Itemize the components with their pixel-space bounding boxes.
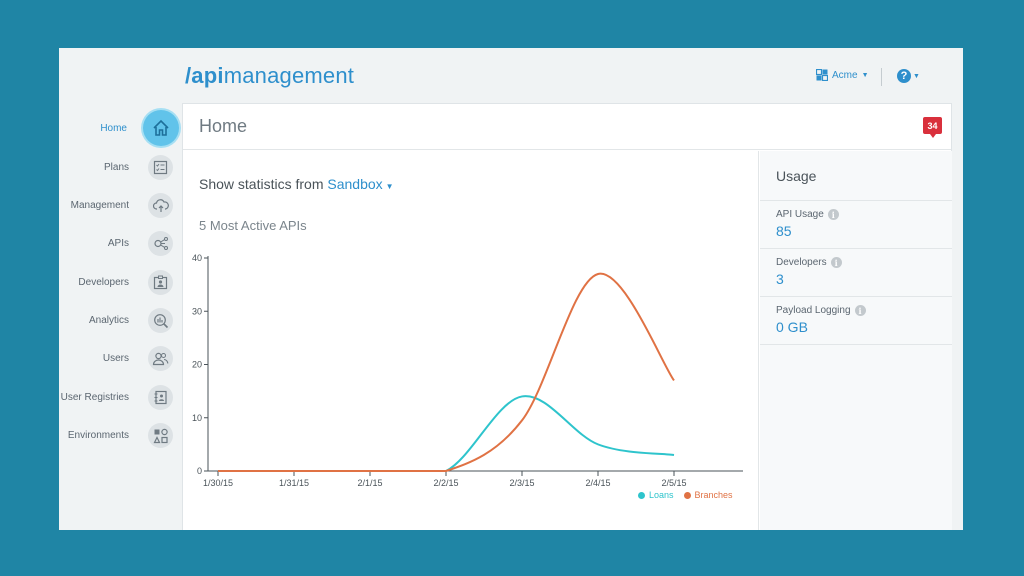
analytics-icon [148, 308, 173, 333]
metric-label: Payload Logging i [776, 305, 952, 316]
caret-down-icon: ▼ [385, 182, 394, 191]
legend-item-branches[interactable]: Branches [683, 490, 733, 500]
metric-api-usage: API Usage i 85 [760, 201, 952, 249]
sidebar-item-label: Analytics [88, 314, 129, 326]
statistics-section: Show statistics from Sandbox ▼ 5 Most Act… [183, 151, 759, 530]
sidebar-item-management[interactable]: Management [59, 190, 177, 220]
page-header: Home 34 [183, 104, 951, 150]
statistics-prefix: Show statistics from [199, 176, 324, 192]
y-tick-label: 20 [192, 360, 202, 370]
sidebar-item-home[interactable]: Home [59, 110, 179, 146]
legend-label-loans: Loans [649, 490, 674, 500]
app-logo[interactable]: /apimanagement [185, 63, 354, 89]
header-divider [881, 68, 882, 86]
org-name: Acme [832, 69, 858, 81]
sidebar-item-users[interactable]: Users [59, 343, 177, 373]
usage-title: Usage [760, 151, 952, 201]
main-panel: Home 34 Show statistics from Sandbox ▼ 5 … [182, 103, 952, 530]
help-button[interactable]: ? ▼ [897, 69, 920, 83]
checklist-icon [148, 155, 173, 180]
sidebar-item-environments[interactable]: Environments [59, 420, 177, 450]
y-tick-label: 10 [192, 413, 202, 423]
sidebar-item-label: Management [70, 199, 129, 211]
chart-legend: Loans Branches [638, 490, 733, 500]
metric-label-text: API Usage [776, 209, 824, 220]
address-book-icon [148, 385, 173, 410]
id-badge-icon [148, 270, 173, 295]
sidebar-item-label: Home [100, 122, 127, 134]
sidebar-item-user-registries[interactable]: User Registries [59, 382, 177, 412]
sidebar-item-developers[interactable]: Developers [59, 267, 177, 297]
x-tick-label: 1/30/15 [203, 478, 233, 488]
sidebar-item-label: Developers [78, 276, 129, 288]
metric-label: API Usage i [776, 209, 952, 220]
metric-value[interactable]: 0 GB [776, 319, 808, 335]
x-tick-label: 2/3/15 [509, 478, 534, 488]
statistics-filter: Show statistics from Sandbox ▼ [199, 176, 394, 192]
metric-payload-logging: Payload Logging i 0 GB [760, 297, 952, 345]
legend-dot-branches [683, 491, 691, 499]
legend-item-loans[interactable]: Loans [638, 490, 674, 500]
sidebar-item-label: APIs [107, 237, 129, 249]
environment-dropdown[interactable]: Sandbox ▼ [327, 176, 393, 192]
line-chart: 0 10 20 30 40 1/30/15 1/31/15 2/1/15 2/2/15 2/3/1… [192, 253, 743, 488]
help-icon: ? [897, 69, 911, 83]
logo-suffix: management [223, 63, 355, 88]
cloud-upload-icon [148, 193, 173, 218]
sidebar-item-label: User Registries [60, 391, 129, 403]
y-tick-label: 30 [192, 306, 202, 316]
sidebar-item-label: Plans [103, 161, 129, 173]
environment-name: Sandbox [327, 176, 383, 192]
sidebar-item-plans[interactable]: Plans [59, 152, 177, 182]
x-tick-label: 2/1/15 [357, 478, 382, 488]
users-icon [148, 346, 173, 371]
org-switcher[interactable]: Acme ▼ [816, 69, 869, 81]
metric-value[interactable]: 85 [776, 223, 792, 239]
org-icon [816, 69, 828, 81]
sidebar-item-analytics[interactable]: Analytics [59, 305, 177, 335]
caret-down-icon: ▼ [913, 72, 920, 80]
y-tick-label: 0 [197, 466, 202, 476]
series-line-branches [218, 272, 675, 472]
x-tick-label: 2/2/15 [433, 478, 458, 488]
x-tick-label: 2/4/15 [585, 478, 610, 488]
notification-badge[interactable]: 34 [923, 117, 942, 138]
app-window: /apimanagement Acme ▼ ? ▼ Home Plans [59, 48, 963, 530]
environments-icon [148, 423, 173, 448]
x-tick-label: 1/31/15 [279, 478, 309, 488]
metric-label-text: Developers [776, 257, 827, 268]
metric-label-text: Payload Logging [776, 305, 851, 316]
info-icon[interactable]: i [827, 209, 839, 220]
sidebar-item-label: Users [102, 352, 129, 364]
sidebar-item-label: Environments [67, 429, 129, 441]
share-icon [148, 231, 173, 256]
home-icon [143, 110, 179, 146]
series-line-loans [218, 395, 675, 472]
info-icon[interactable]: i [854, 305, 866, 316]
chart-title: 5 Most Active APIs [199, 218, 307, 233]
logo-prefix: /api [185, 63, 224, 88]
legend-label-branches: Branches [694, 490, 733, 500]
x-tick-label: 2/5/15 [661, 478, 686, 488]
usage-panel: Usage API Usage i 85 Developers i 3 Payloa… [760, 151, 952, 530]
page-title: Home [199, 116, 248, 136]
legend-dot-loans [638, 491, 645, 499]
metric-value[interactable]: 3 [776, 271, 784, 287]
metric-label: Developers i [776, 257, 952, 268]
info-icon[interactable]: i [830, 257, 842, 268]
metric-developers: Developers i 3 [760, 249, 952, 297]
y-tick-label: 40 [192, 253, 202, 263]
caret-down-icon: ▼ [861, 71, 869, 79]
sidebar-item-apis[interactable]: APIs [59, 228, 177, 258]
